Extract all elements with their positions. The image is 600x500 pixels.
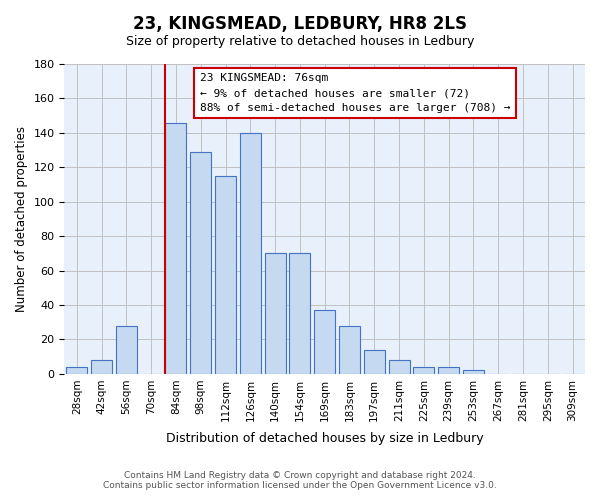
Text: Contains HM Land Registry data © Crown copyright and database right 2024.
Contai: Contains HM Land Registry data © Crown c…: [103, 470, 497, 490]
Bar: [463, 370, 484, 374]
Bar: [265, 254, 286, 374]
Bar: [314, 310, 335, 374]
Bar: [438, 367, 459, 374]
Bar: [190, 152, 211, 374]
Text: 23, KINGSMEAD, LEDBURY, HR8 2LS: 23, KINGSMEAD, LEDBURY, HR8 2LS: [133, 15, 467, 33]
Bar: [66, 367, 88, 374]
Bar: [215, 176, 236, 374]
Bar: [339, 326, 360, 374]
Bar: [364, 350, 385, 374]
Text: Size of property relative to detached houses in Ledbury: Size of property relative to detached ho…: [126, 35, 474, 48]
Y-axis label: Number of detached properties: Number of detached properties: [15, 126, 28, 312]
X-axis label: Distribution of detached houses by size in Ledbury: Distribution of detached houses by size …: [166, 432, 484, 445]
Bar: [389, 360, 410, 374]
Bar: [166, 122, 187, 374]
Bar: [91, 360, 112, 374]
Bar: [240, 133, 261, 374]
Text: 23 KINGSMEAD: 76sqm
← 9% of detached houses are smaller (72)
88% of semi-detache: 23 KINGSMEAD: 76sqm ← 9% of detached hou…: [200, 74, 510, 113]
Bar: [289, 254, 310, 374]
Bar: [116, 326, 137, 374]
Bar: [413, 367, 434, 374]
